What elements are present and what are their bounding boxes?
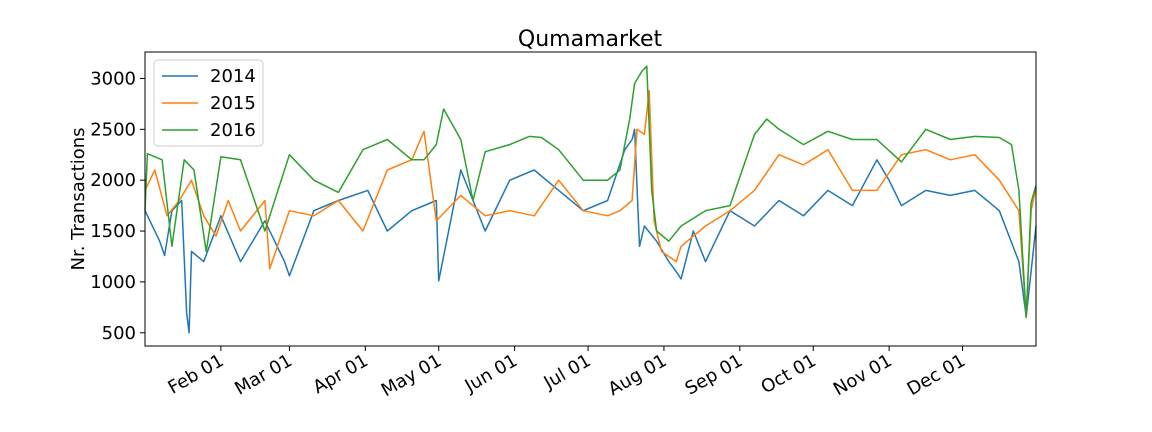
legend-label-2015: 2015 (210, 93, 256, 114)
y-tick-label: 1500 (90, 221, 136, 242)
series-line-2015 (144, 89, 1037, 319)
x-tick-label: May 01 (378, 350, 446, 401)
y-axis-label: Nr. Transactions (68, 127, 89, 270)
y-tick-label: 500 (102, 323, 136, 344)
legend-label-2016: 2016 (210, 120, 256, 141)
x-tick-label: Apr 01 (310, 350, 372, 398)
x-tick-label: Jun 01 (461, 350, 522, 397)
chart-title: Qumamarket (518, 27, 663, 52)
legend: 2014 2015 2016 (153, 59, 264, 147)
x-tick-label: Sep 01 (682, 350, 747, 399)
x-tick-label: Aug 01 (605, 350, 671, 400)
legend-box (153, 59, 264, 147)
plot-area (144, 65, 1037, 334)
x-tick-label: Mar 01 (231, 350, 296, 399)
x-tick-label: Oct 01 (758, 350, 820, 398)
series-line-2014 (144, 128, 1037, 334)
y-tick-label: 2500 (90, 119, 136, 140)
x-tick-label: Nov 01 (830, 350, 896, 400)
y-tick-label: 3000 (90, 68, 136, 89)
axes-frame (144, 51, 1037, 347)
x-axis: Feb 01 Mar 01 Apr 01 May 01 Jun 01 Jul 01 Aug … (164, 346, 969, 401)
series-line-2016 (144, 65, 1037, 319)
x-tick-label: Dec 01 (904, 350, 969, 400)
x-tick-label: Feb 01 (164, 350, 227, 398)
y-tick-label: 1000 (90, 272, 136, 293)
legend-label-2014: 2014 (210, 66, 256, 87)
x-tick-label: Jul 01 (540, 350, 595, 394)
y-axis: 500 1000 1500 2000 2500 3000 (90, 68, 145, 344)
y-tick-label: 2000 (90, 170, 136, 191)
